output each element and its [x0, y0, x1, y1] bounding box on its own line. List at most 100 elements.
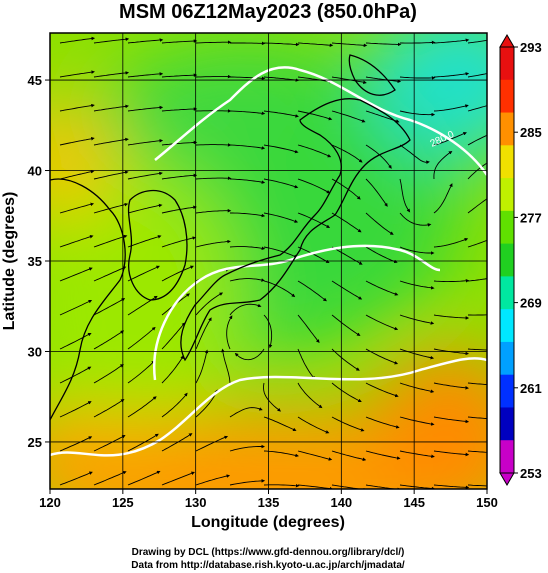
streamline	[161, 107, 198, 112]
streamline	[365, 280, 399, 296]
streamline	[467, 73, 487, 78]
streamline	[195, 389, 218, 418]
streamline	[263, 246, 298, 258]
streamline	[331, 450, 367, 462]
streamline	[59, 169, 95, 180]
streamline	[399, 246, 435, 255]
streamline	[161, 322, 186, 350]
streamline	[127, 360, 156, 384]
streamline	[467, 198, 487, 214]
coastlines	[50, 54, 411, 421]
streamline	[229, 407, 263, 418]
streamline	[127, 203, 163, 214]
streamline	[229, 278, 265, 282]
streamline	[331, 416, 365, 432]
streamline	[467, 348, 487, 351]
streamline	[93, 137, 129, 146]
colorbar-segment	[500, 374, 514, 408]
grid	[50, 33, 487, 489]
streamline	[365, 212, 394, 235]
y-tick-label: 25	[28, 435, 42, 450]
streamline	[263, 178, 299, 189]
korea-coastline	[127, 189, 188, 301]
streamline	[297, 42, 334, 48]
streamline	[221, 348, 231, 384]
streamline	[433, 416, 470, 424]
streamline	[365, 42, 402, 47]
streamline	[230, 76, 266, 81]
streamline	[263, 314, 273, 349]
streamline	[93, 71, 130, 78]
streamline	[59, 36, 96, 44]
streamline	[226, 315, 233, 350]
x-tick-label: 125	[112, 495, 134, 510]
streamline	[161, 205, 197, 214]
streamline	[161, 392, 188, 418]
streamline	[127, 138, 164, 146]
x-tick-label: 135	[258, 495, 280, 510]
streamline	[59, 366, 92, 384]
streamline	[161, 265, 194, 282]
x-tick-label: 145	[403, 495, 425, 510]
streamline	[399, 416, 435, 426]
streamline	[161, 73, 198, 78]
streamline	[399, 76, 436, 80]
streamline	[365, 416, 400, 429]
streamline	[467, 239, 487, 248]
streamline	[433, 278, 470, 283]
streamline	[467, 484, 487, 487]
colorbar-tick-label: 285	[520, 125, 542, 140]
streamline	[263, 42, 300, 47]
x-axis: 120 125 130 135 140 145 150	[39, 489, 498, 510]
streamline	[297, 382, 323, 409]
y-axis: 25 30 35 40 45	[28, 73, 50, 450]
streamline	[161, 140, 198, 146]
streamline	[59, 299, 93, 316]
streamline	[195, 317, 212, 350]
streamline	[263, 212, 299, 223]
colorbar-tick-label: 261	[520, 381, 542, 396]
streamline	[467, 105, 487, 112]
streamline	[297, 416, 330, 434]
streamline	[297, 280, 327, 302]
streamline	[467, 416, 487, 419]
streamline	[433, 450, 470, 457]
streamline	[195, 208, 232, 214]
y-tick-label: 30	[28, 344, 42, 359]
streamline	[59, 471, 93, 486]
x-tick-label: 150	[476, 495, 498, 510]
x-tick-label: 120	[39, 495, 61, 510]
isotherm-south	[50, 357, 487, 457]
streamline	[399, 110, 436, 117]
streamline	[365, 314, 399, 331]
streamline	[331, 382, 362, 403]
streamline	[263, 280, 296, 298]
streamline	[297, 212, 331, 228]
temp-zone-northwest	[50, 100, 120, 220]
streamline	[195, 239, 231, 248]
streamline	[399, 144, 430, 165]
streamline	[399, 348, 435, 360]
y-axis-label: Latitude (degrees)	[1, 192, 18, 331]
streamline	[93, 435, 126, 452]
streamline	[297, 144, 332, 158]
streamline	[127, 38, 164, 44]
streamline	[365, 178, 388, 207]
streamline	[331, 178, 361, 200]
streamline	[467, 382, 487, 385]
streamline	[331, 484, 367, 489]
streamline	[93, 298, 126, 316]
streamline	[433, 238, 469, 248]
colorbar-tick-label: 253	[520, 466, 542, 481]
streamline	[297, 450, 333, 461]
streamline	[467, 39, 487, 44]
streamline	[195, 292, 224, 316]
streamline	[399, 178, 411, 213]
streamline	[433, 382, 469, 390]
streamline	[331, 212, 362, 233]
streamline	[59, 436, 93, 452]
streamline	[93, 104, 129, 112]
streamline	[195, 474, 231, 486]
colorbar-segment	[500, 210, 514, 245]
